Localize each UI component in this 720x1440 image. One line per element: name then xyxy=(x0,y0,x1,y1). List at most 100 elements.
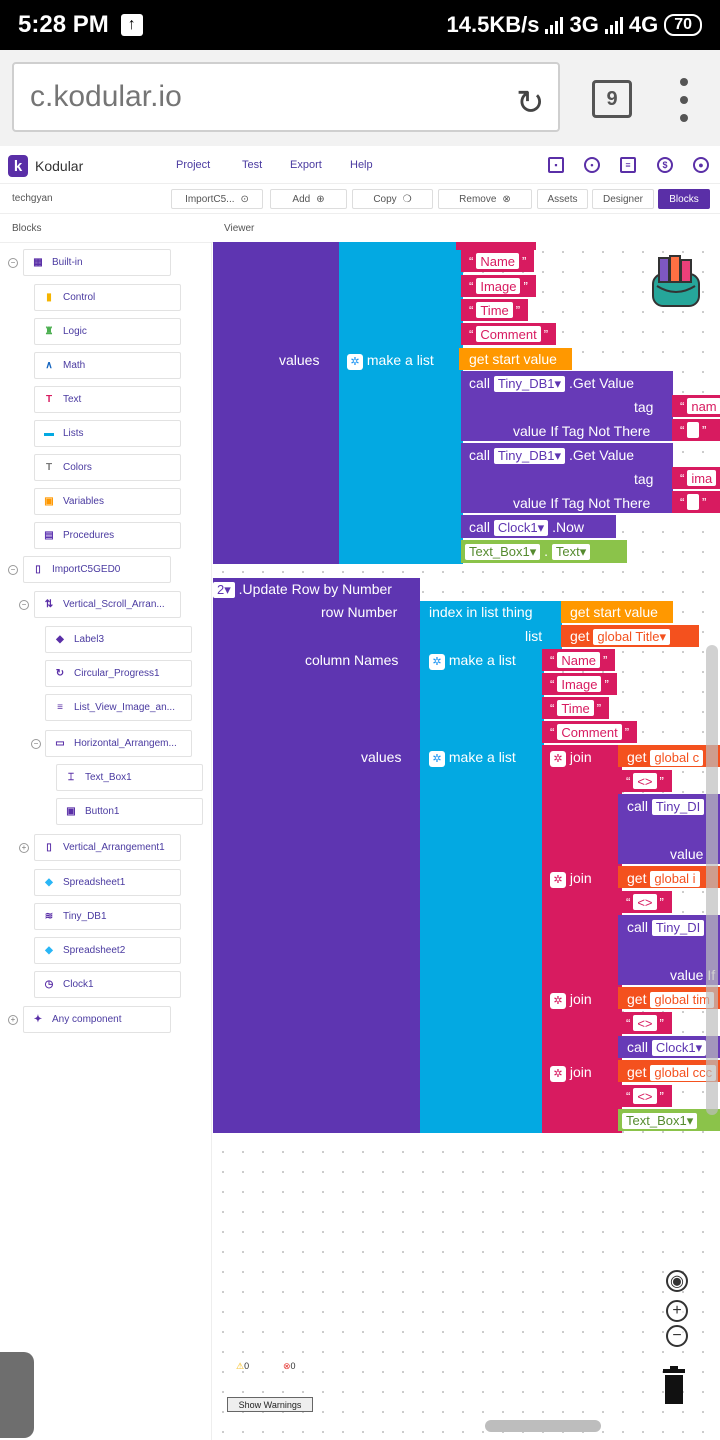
text-string-block[interactable]: “ima xyxy=(672,467,720,489)
remove-screen-button[interactable]: Remove ⊗ xyxy=(438,189,532,209)
copy-screen-button[interactable]: Copy ❍ xyxy=(352,189,433,209)
tab-switcher-button[interactable]: 9 xyxy=(592,80,632,118)
text-string-block[interactable]: “ ” xyxy=(672,419,720,441)
docs-icon[interactable]: ≡ xyxy=(620,157,636,173)
make-list-block[interactable] xyxy=(339,242,463,564)
separator-string-block[interactable]: “<>” xyxy=(618,770,672,792)
dollar-icon[interactable]: $ xyxy=(657,157,673,173)
get-start-value-block[interactable] xyxy=(561,601,673,623)
tree-variables[interactable]: ▣ Variables xyxy=(34,488,181,515)
tree-screen[interactable]: ▯ ImportC5GED0 xyxy=(23,556,171,583)
add-screen-button[interactable]: Add ⊕ xyxy=(270,189,347,209)
get-start-value-block[interactable] xyxy=(459,348,572,370)
horizontal-scrollbar[interactable] xyxy=(485,1420,601,1432)
tree-clock-label: Clock1 xyxy=(63,979,94,990)
folder-icon[interactable]: ▪ xyxy=(548,157,564,173)
update-row-block[interactable] xyxy=(213,578,420,1133)
brand-name: Kodular xyxy=(35,158,84,174)
text-string-block[interactable]: “Name” xyxy=(461,250,535,272)
progress-icon: ↻ xyxy=(55,668,65,679)
tree-button[interactable]: ▣ Button1 xyxy=(56,798,203,825)
account-icon[interactable]: ● xyxy=(693,157,709,173)
expand-toggle[interactable]: + xyxy=(19,843,29,853)
vertical-arrangement-icon: ▯ xyxy=(46,842,52,853)
text-string-block[interactable]: “Image” xyxy=(461,275,536,297)
value-if-tag-label: value If Tag Not There xyxy=(513,423,651,439)
separator-string-block[interactable]: “<>” xyxy=(618,1012,672,1034)
text-string-block[interactable]: “Image” xyxy=(542,673,617,695)
text-string-block[interactable]: “Comment” xyxy=(542,721,638,743)
tree-lists[interactable]: ▬ Lists xyxy=(34,420,181,447)
trash-icon[interactable] xyxy=(661,1366,687,1404)
assets-button[interactable]: Assets xyxy=(537,189,588,209)
collapse-toggle[interactable]: − xyxy=(8,565,18,575)
menu-test[interactable]: Test xyxy=(242,159,263,171)
menu-help[interactable]: Help xyxy=(350,159,373,171)
tree-control[interactable]: ▮ Control xyxy=(34,284,181,311)
tree-builtin[interactable]: ▦ Built-in xyxy=(23,249,171,276)
show-warnings-button[interactable]: Show Warnings xyxy=(227,1397,313,1412)
zoom-in-icon[interactable]: + xyxy=(666,1300,688,1322)
tree-vsa[interactable]: ⇅ Vertical_Scroll_Arran... xyxy=(34,591,181,618)
tree-textbox[interactable]: ⌶ Text_Box1 xyxy=(56,764,203,791)
backpack-icon[interactable] xyxy=(643,252,709,312)
update-row-label: .Update Row by Number xyxy=(238,581,392,597)
vertical-scrollbar[interactable] xyxy=(706,645,718,1115)
separator-string-block[interactable]: “<>” xyxy=(618,1085,672,1107)
tree-clock[interactable]: ◷ Clock1 xyxy=(34,971,181,998)
edge-panel-handle[interactable] xyxy=(0,1352,34,1438)
tree-varr[interactable]: ▯ Vertical_Arrangement1 xyxy=(34,834,181,861)
phone-icon: ▯ xyxy=(35,564,41,575)
index-in-list-block[interactable] xyxy=(420,601,562,649)
browser-menu-icon[interactable] xyxy=(674,78,694,122)
tree-logic[interactable]: ♜ Logic xyxy=(34,318,181,345)
text-string-block[interactable]: “Comment” xyxy=(461,323,557,345)
expand-toggle[interactable]: + xyxy=(8,1015,18,1025)
tree-lvi[interactable]: ≡ List_View_Image_an... xyxy=(45,694,192,721)
error-count: 0 xyxy=(290,1361,296,1371)
text-string-block[interactable]: “Time” xyxy=(542,697,610,719)
gear-icon: ✲ xyxy=(550,1065,566,1082)
tree-ss1[interactable]: ◆ Spreadsheet1 xyxy=(34,869,181,896)
get-value-label: .Get Value xyxy=(568,375,635,391)
text-string-block[interactable]: “ ” xyxy=(672,491,720,513)
label-icon: ◆ xyxy=(56,634,64,645)
reload-icon[interactable]: ↻ xyxy=(516,84,545,122)
tree-math[interactable]: ∧ Math xyxy=(34,352,181,379)
tree-text[interactable]: T Text xyxy=(34,386,181,413)
text-string-block[interactable]: “Name” xyxy=(542,649,616,671)
tree-cprog[interactable]: ↻ Circular_Progress1 xyxy=(45,660,192,687)
url-bar[interactable]: c.kodular.io xyxy=(12,62,560,132)
tree-procedures[interactable]: ▤ Procedures xyxy=(34,522,181,549)
tree-ss2[interactable]: ◆ Spreadsheet2 xyxy=(34,937,181,964)
tree-textbox-label: Text_Box1 xyxy=(85,772,132,783)
screen-selector[interactable]: ImportC5... ⊙ xyxy=(171,189,263,209)
make-list-block[interactable] xyxy=(420,649,544,1133)
tree-tinydb[interactable]: ≋ Tiny_DB1 xyxy=(34,903,181,930)
textbox-icon: ⌶ xyxy=(68,772,74,783)
collapse-toggle[interactable]: − xyxy=(31,739,41,749)
blocks-workspace[interactable]: values ✲ make a list “Name” “Image” “Tim… xyxy=(213,242,720,1440)
column-names-label: column Names xyxy=(305,652,399,668)
tree-harr[interactable]: ▭ Horizontal_Arrangem... xyxy=(45,730,192,757)
palette-icon[interactable]: • xyxy=(584,157,600,173)
plus-icon: ⊕ xyxy=(316,193,325,205)
designer-button[interactable]: Designer xyxy=(592,189,654,209)
tree-any-component[interactable]: ✦ Any component xyxy=(23,1006,171,1033)
blocks-button[interactable]: Blocks xyxy=(658,189,710,209)
tree-cprog-label: Circular_Progress1 xyxy=(74,668,160,679)
text-string-block[interactable]: “Time” xyxy=(461,299,529,321)
separator-string-block[interactable]: “<>” xyxy=(618,891,672,913)
tree-label3[interactable]: ◆ Label3 xyxy=(45,626,192,653)
tree-colors[interactable]: T Colors xyxy=(34,454,181,481)
procedure-block[interactable] xyxy=(213,242,339,564)
viewer-header: Viewer xyxy=(224,222,255,234)
text-string-block[interactable]: “nam xyxy=(672,395,720,417)
menu-export[interactable]: Export xyxy=(290,159,322,171)
collapse-toggle[interactable]: − xyxy=(19,600,29,610)
recenter-icon[interactable]: ◉ xyxy=(666,1270,688,1292)
colors-icon: T xyxy=(45,462,53,473)
collapse-toggle[interactable]: − xyxy=(8,258,18,268)
zoom-out-icon[interactable]: − xyxy=(666,1325,688,1347)
menu-project[interactable]: Project xyxy=(176,159,211,171)
